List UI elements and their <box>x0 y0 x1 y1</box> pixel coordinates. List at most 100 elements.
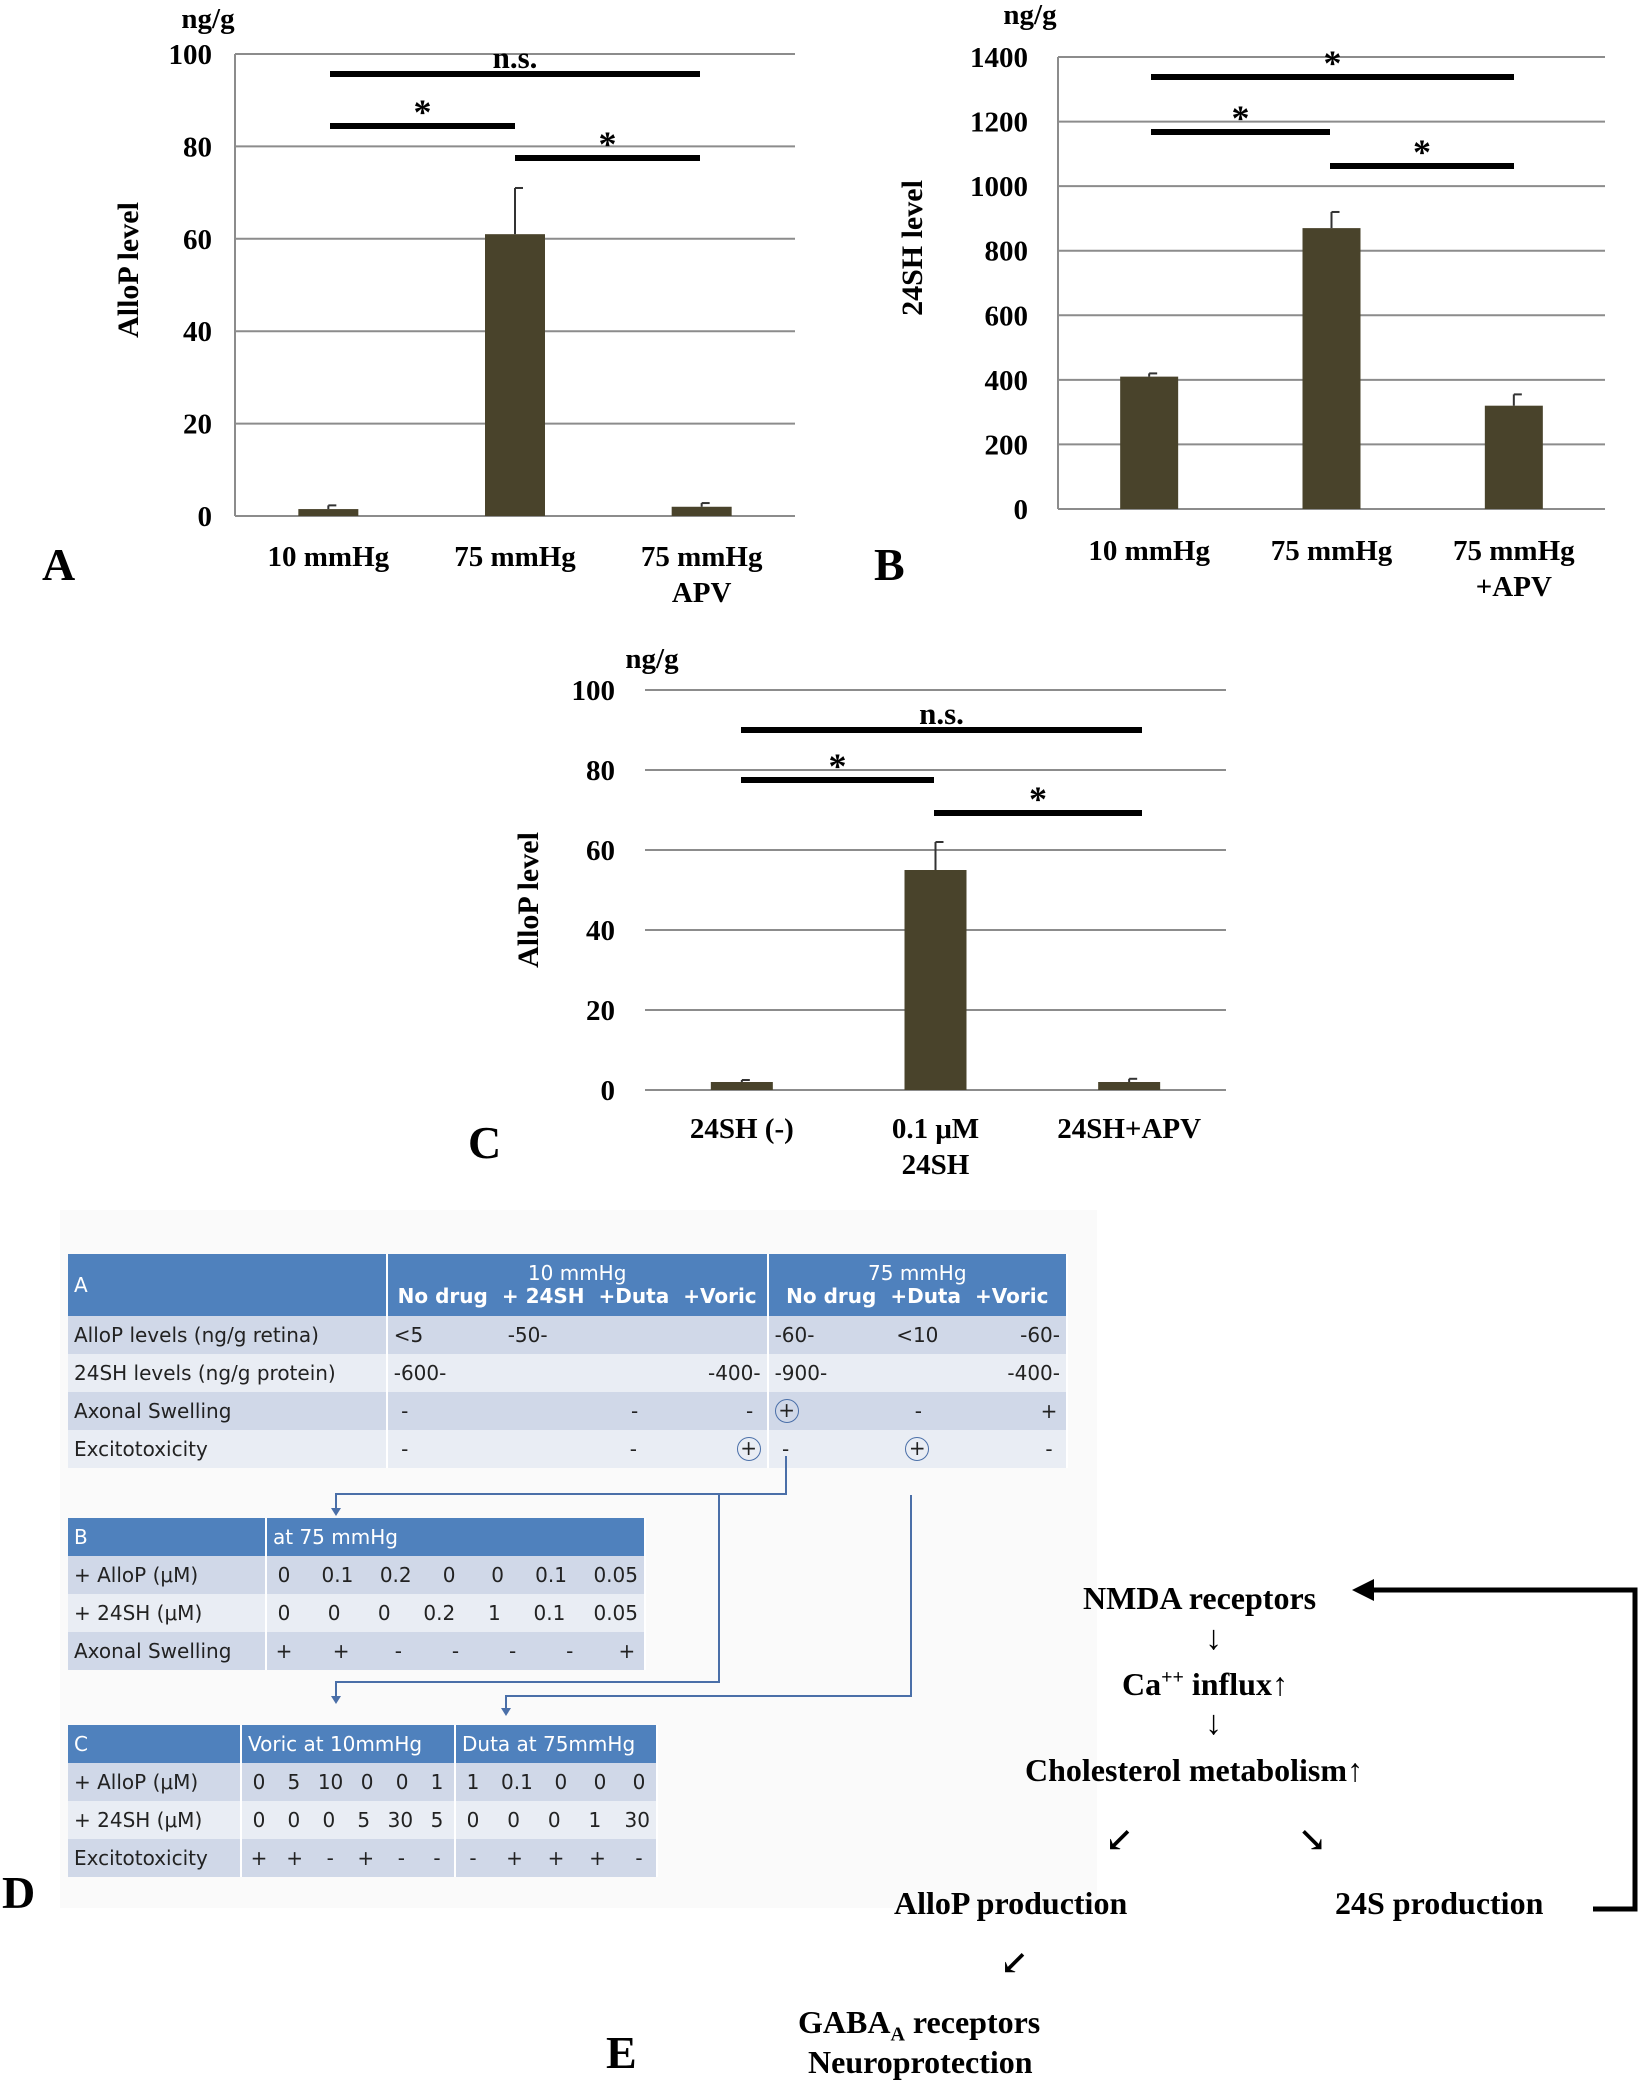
cell: + <box>275 1639 293 1663</box>
arrowhead <box>331 1696 341 1704</box>
table-b-header: at 75 mmHg <box>266 1518 646 1556</box>
cell: - <box>397 1846 405 1870</box>
row-label: Axonal Swelling <box>68 1392 388 1430</box>
cell: - <box>1045 1437 1053 1461</box>
cell: 1 <box>588 1808 602 1832</box>
table-a-group-75: 75 mmHg No drug +Duta +Voric <box>767 1254 1069 1316</box>
cell: 0 <box>395 1770 409 1794</box>
se-arrow-icon: ↘ <box>1298 1822 1327 1859</box>
panel-label-b: B <box>874 539 905 590</box>
cell: 1 <box>430 1770 444 1794</box>
panel-label-e: E <box>606 2027 637 2078</box>
connector-swelling <box>335 1456 787 1510</box>
flow-cholesterol: Cholesterol metabolism↑ <box>1025 1752 1364 1788</box>
circled-cell: + <box>905 1437 930 1461</box>
cell: 0.1 <box>535 1563 567 1587</box>
cell: -60- <box>774 1323 815 1347</box>
cell: - <box>433 1846 441 1870</box>
cell: <10 <box>896 1323 939 1347</box>
chart-panel-a: 0 20 40 60 80 100 ng/g AlloP level 10 mmHg 75 mmH… <box>112 3 795 609</box>
significance-label: * <box>829 746 847 786</box>
significance-label: n.s. <box>493 40 538 75</box>
table-a-group-75-label: 75 mmHg <box>868 1261 967 1285</box>
cell: 0 <box>377 1601 391 1625</box>
table-c: C Voric at 10mmHg Duta at 75mmHg + AlloP (… <box>68 1725 658 1877</box>
influx-text: influx↑ <box>1183 1666 1288 1702</box>
y-tick-label: 1000 <box>970 171 1028 203</box>
category-label: 75 mmHg <box>1271 535 1393 567</box>
bar <box>1484 405 1543 509</box>
bar <box>904 870 967 1090</box>
feedback-line <box>1365 1587 1638 1912</box>
y-tick-label: 80 <box>586 755 615 787</box>
category-label: 10 mmHg <box>1088 535 1210 567</box>
bar <box>485 234 545 516</box>
y-tick-label: 1400 <box>970 42 1028 74</box>
y-tick-label: 40 <box>586 915 615 947</box>
table-a-group-10: 10 mmHg No drug + 24SH +Duta +Voric <box>386 1254 769 1316</box>
significance-label: * <box>1324 43 1342 83</box>
table-a-sub10-2: +Duta <box>598 1284 670 1308</box>
cell: 30 <box>624 1808 650 1832</box>
cell: - <box>629 1437 637 1461</box>
cell: - <box>326 1846 334 1870</box>
cell: 0 <box>442 1563 456 1587</box>
y-tick-label: 40 <box>183 316 212 348</box>
unit-label: ng/g <box>181 3 235 35</box>
cell: 0.1 <box>533 1601 566 1625</box>
table-b-corner: B <box>68 1518 267 1556</box>
category-label: 0.1 μM <box>892 1113 979 1145</box>
row-label: Axonal Swelling <box>68 1632 267 1670</box>
cell: 0 <box>287 1808 301 1832</box>
flow-24s: 24S production <box>1335 1885 1544 1921</box>
cell: + <box>357 1846 375 1870</box>
y-tick-label: 20 <box>586 995 615 1027</box>
panel-label-a: A <box>42 539 76 590</box>
bar <box>671 506 732 516</box>
row-label: Excitotoxicity <box>68 1839 242 1877</box>
y-tick-label: 400 <box>985 365 1029 397</box>
cell: -600- <box>393 1361 447 1385</box>
cell: 0 <box>277 1563 291 1587</box>
y-tick-label: 200 <box>985 429 1029 461</box>
chart-panel-b: 0 200 400 600 800 1000 1200 1400 ng/g 24SH level 1… <box>896 0 1605 603</box>
cell: - <box>631 1399 639 1423</box>
cell: 0 <box>277 1601 291 1625</box>
cell: 0.2 <box>379 1563 412 1587</box>
cell: 0 <box>507 1808 520 1832</box>
circled-cell: + <box>736 1437 761 1461</box>
cell: + <box>547 1846 565 1870</box>
cell: + <box>589 1846 606 1870</box>
cell: 0 <box>554 1770 568 1794</box>
cell: - <box>745 1399 754 1423</box>
circled-cell: + <box>774 1399 799 1423</box>
table-a-sub75-0: No drug <box>786 1284 877 1308</box>
table-c-corner: C <box>68 1725 242 1763</box>
panel-label-c: C <box>468 1117 502 1168</box>
sw-arrow-icon: ↙ <box>1105 1822 1134 1859</box>
y-tick-label: 80 <box>183 131 212 163</box>
category-label: 24SH+APV <box>1057 1113 1201 1145</box>
cell: - <box>451 1639 460 1663</box>
feedback-arrowhead <box>1352 1579 1374 1601</box>
y-tick-label: 20 <box>183 409 212 441</box>
table-a-sub75-2: +Voric <box>974 1284 1049 1308</box>
y-axis-label: AlloP level <box>112 202 145 338</box>
unit-label: ng/g <box>625 643 679 675</box>
sw-arrow-icon: ↙ <box>1000 1945 1029 1982</box>
arrowhead <box>331 1508 341 1516</box>
flow-neuroprotection: Neuroprotection <box>808 2044 1033 2080</box>
cell: 0 <box>252 1770 266 1794</box>
significance-label: * <box>1232 98 1250 138</box>
cell: -50- <box>507 1323 548 1347</box>
cell: - <box>469 1846 477 1870</box>
row-label: + 24SH (μM) <box>68 1594 267 1632</box>
cell: + <box>250 1846 268 1870</box>
y-tick-label: 100 <box>572 675 616 707</box>
arrowhead <box>501 1708 511 1716</box>
y-tick-label: 0 <box>198 501 213 533</box>
cell: - <box>509 1639 517 1663</box>
significance-label: * <box>414 92 432 132</box>
category-label: 10 mmHg <box>268 541 390 573</box>
